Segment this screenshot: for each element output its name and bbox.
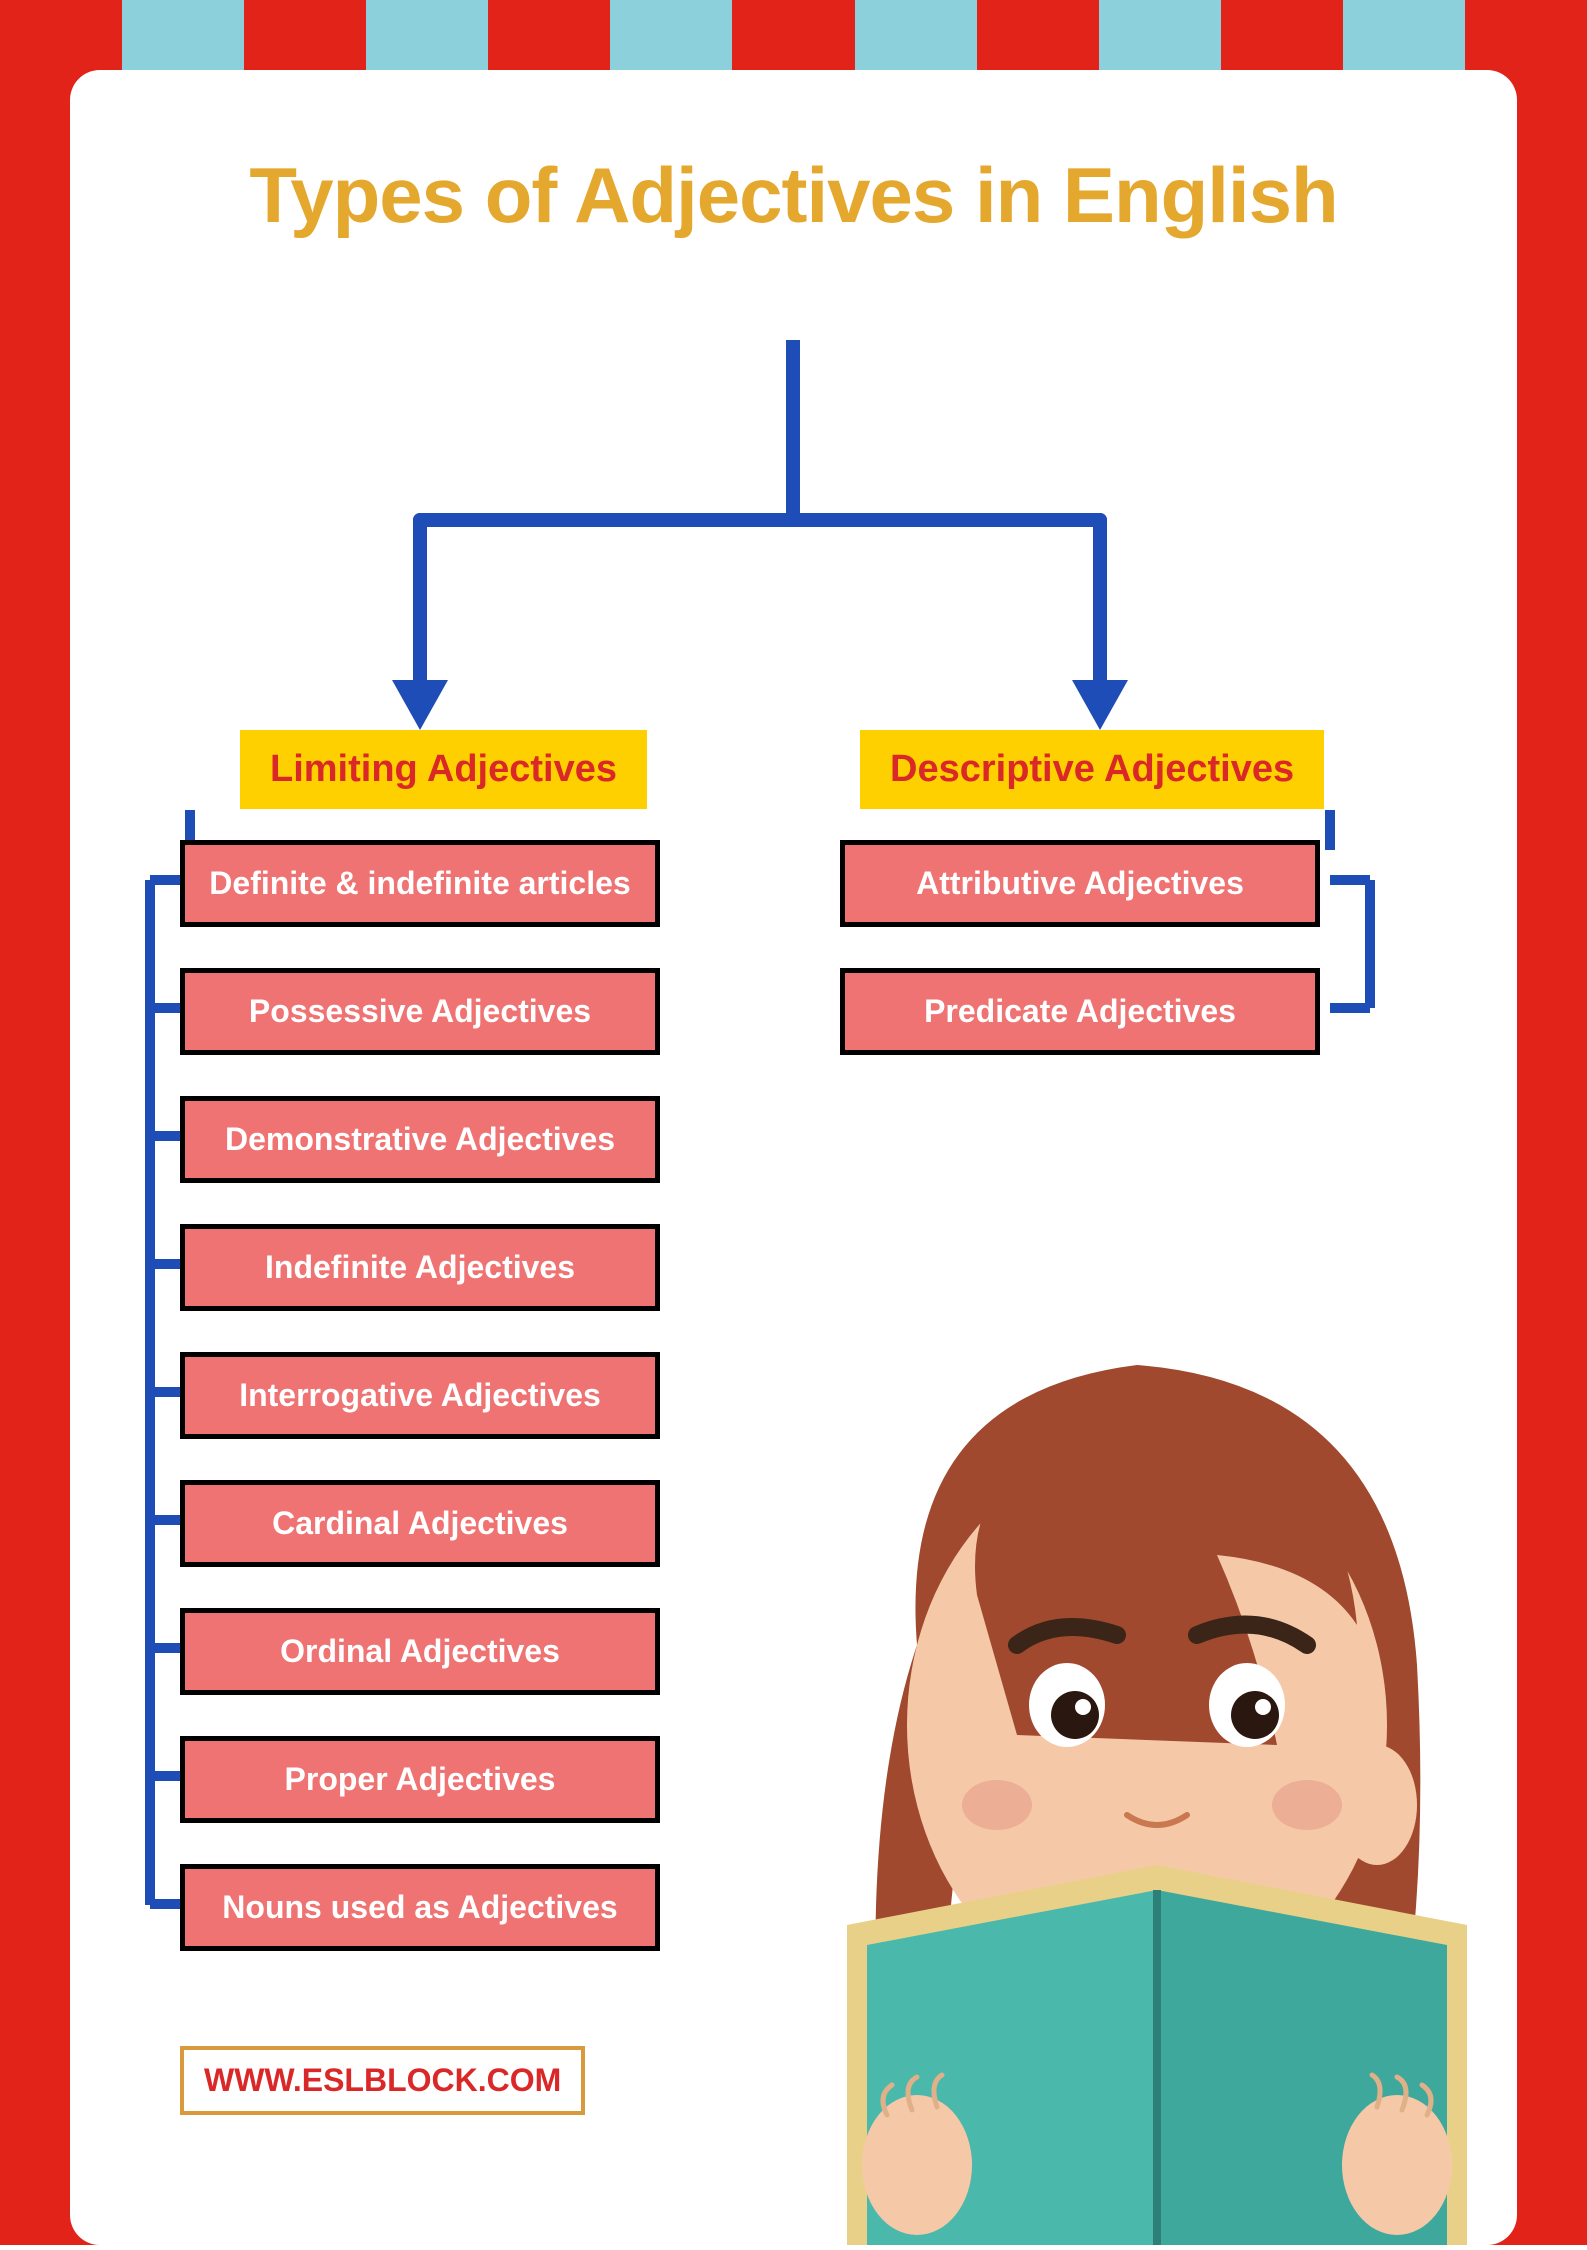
- adjective-type-item: Ordinal Adjectives: [180, 1608, 660, 1695]
- adjective-type-item: Nouns used as Adjectives: [180, 1864, 660, 1951]
- adjective-type-item: Possessive Adjectives: [180, 968, 660, 1055]
- adjective-type-item: Interrogative Adjectives: [180, 1352, 660, 1439]
- adjective-type-item: Predicate Adjectives: [840, 968, 1320, 1055]
- adjective-type-item: Definite & indefinite articles: [180, 840, 660, 927]
- website-url: WWW.ESLBLOCK.COM: [180, 2046, 585, 2115]
- adjective-type-item: Indefinite Adjectives: [180, 1224, 660, 1311]
- category-descriptive: Descriptive Adjectives: [860, 730, 1324, 809]
- adjective-type-item: Cardinal Adjectives: [180, 1480, 660, 1567]
- adjective-type-item: Attributive Adjectives: [840, 840, 1320, 927]
- page-title: Types of Adjectives in English: [0, 150, 1587, 241]
- category-limiting: Limiting Adjectives: [240, 730, 647, 809]
- adjective-type-item: Demonstrative Adjectives: [180, 1096, 660, 1183]
- girl-reading-illustration: [717, 1245, 1567, 2245]
- adjective-type-item: Proper Adjectives: [180, 1736, 660, 1823]
